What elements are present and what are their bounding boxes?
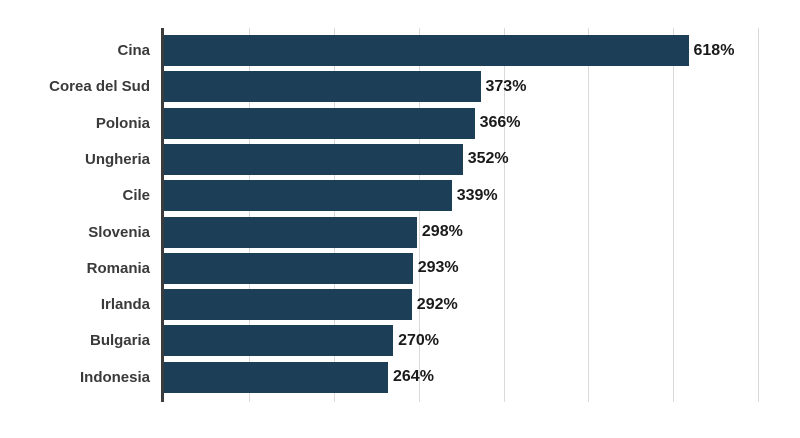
- category-label: Polonia: [95, 114, 150, 132]
- category-label: Bulgaria: [89, 332, 150, 350]
- bar[interactable]: [164, 35, 689, 66]
- gridline: [503, 28, 505, 402]
- gridline: [418, 28, 420, 402]
- bar-row: 339%: [164, 180, 792, 212]
- value-label: 293%: [417, 259, 459, 277]
- bar-row: 373%: [164, 71, 792, 103]
- y-axis-line: [161, 28, 164, 402]
- bar-row: 352%: [164, 143, 792, 175]
- category-label: Slovenia: [88, 223, 150, 241]
- bar-row: 292%: [164, 289, 792, 321]
- category-label: Cina: [117, 42, 150, 59]
- category-label: Romania: [86, 259, 150, 277]
- category-label: Irlanda: [100, 296, 150, 314]
- bar[interactable]: [164, 361, 388, 393]
- gridline: [248, 28, 250, 402]
- value-label: 264%: [393, 368, 434, 386]
- bar[interactable]: [164, 143, 463, 175]
- bar[interactable]: [164, 325, 394, 357]
- value-label: 618%: [693, 41, 735, 59]
- bar[interactable]: [164, 107, 475, 139]
- bar-row: 264%: [164, 361, 792, 393]
- gridline: [333, 28, 335, 402]
- value-label: 339%: [456, 186, 498, 204]
- value-label: 366%: [479, 114, 521, 132]
- plot-area: 618% 373% 366% 352% 339% 298% 293% 292% 270% 264%: [161, 28, 792, 402]
- bar-row: 366%: [164, 107, 792, 139]
- bar-row: 270%: [164, 325, 792, 357]
- bar[interactable]: [164, 289, 412, 321]
- value-label: 270%: [398, 331, 440, 349]
- bar-row: 618%: [164, 35, 792, 66]
- category-label: Cile: [122, 187, 150, 205]
- bar-row: 298%: [164, 216, 792, 248]
- value-label: 373%: [485, 77, 527, 95]
- category-labels: Cina Corea del Sud Polonia Ungheria Cile Slov…: [0, 28, 150, 402]
- category-label: Indonesia: [79, 368, 150, 386]
- bar[interactable]: [164, 71, 481, 103]
- bar-row: 293%: [164, 252, 792, 284]
- gridline: [588, 28, 590, 402]
- value-label: 292%: [416, 295, 458, 313]
- bar[interactable]: [164, 252, 413, 284]
- gridline: [673, 28, 675, 402]
- value-label: 298%: [421, 223, 463, 240]
- gridline: [758, 28, 760, 402]
- bar[interactable]: [164, 216, 417, 248]
- category-label: Ungheria: [84, 150, 150, 168]
- bar[interactable]: [164, 180, 452, 212]
- value-label: 352%: [467, 150, 509, 168]
- category-label: Corea del Sud: [49, 78, 150, 96]
